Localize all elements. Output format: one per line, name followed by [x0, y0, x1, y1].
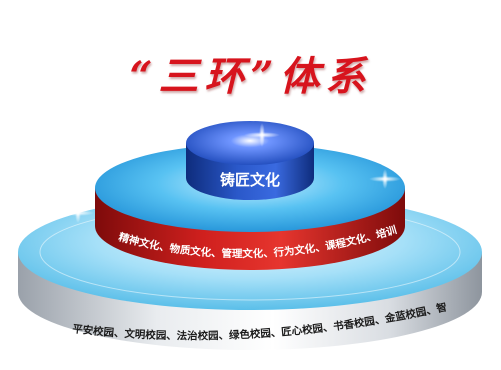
top-tier-label: 铸匠文化 [220, 171, 280, 189]
top-tier: 铸匠文化 [186, 121, 314, 200]
sparkle-middle-vertical [382, 169, 388, 189]
diagram-title: “三环”体系 [129, 53, 372, 100]
sparkle-top-vertical [259, 123, 265, 147]
sparkle-bottom-vertical [75, 203, 81, 223]
sparkle-highlights [62, 123, 401, 223]
top-tier-top [186, 121, 314, 165]
